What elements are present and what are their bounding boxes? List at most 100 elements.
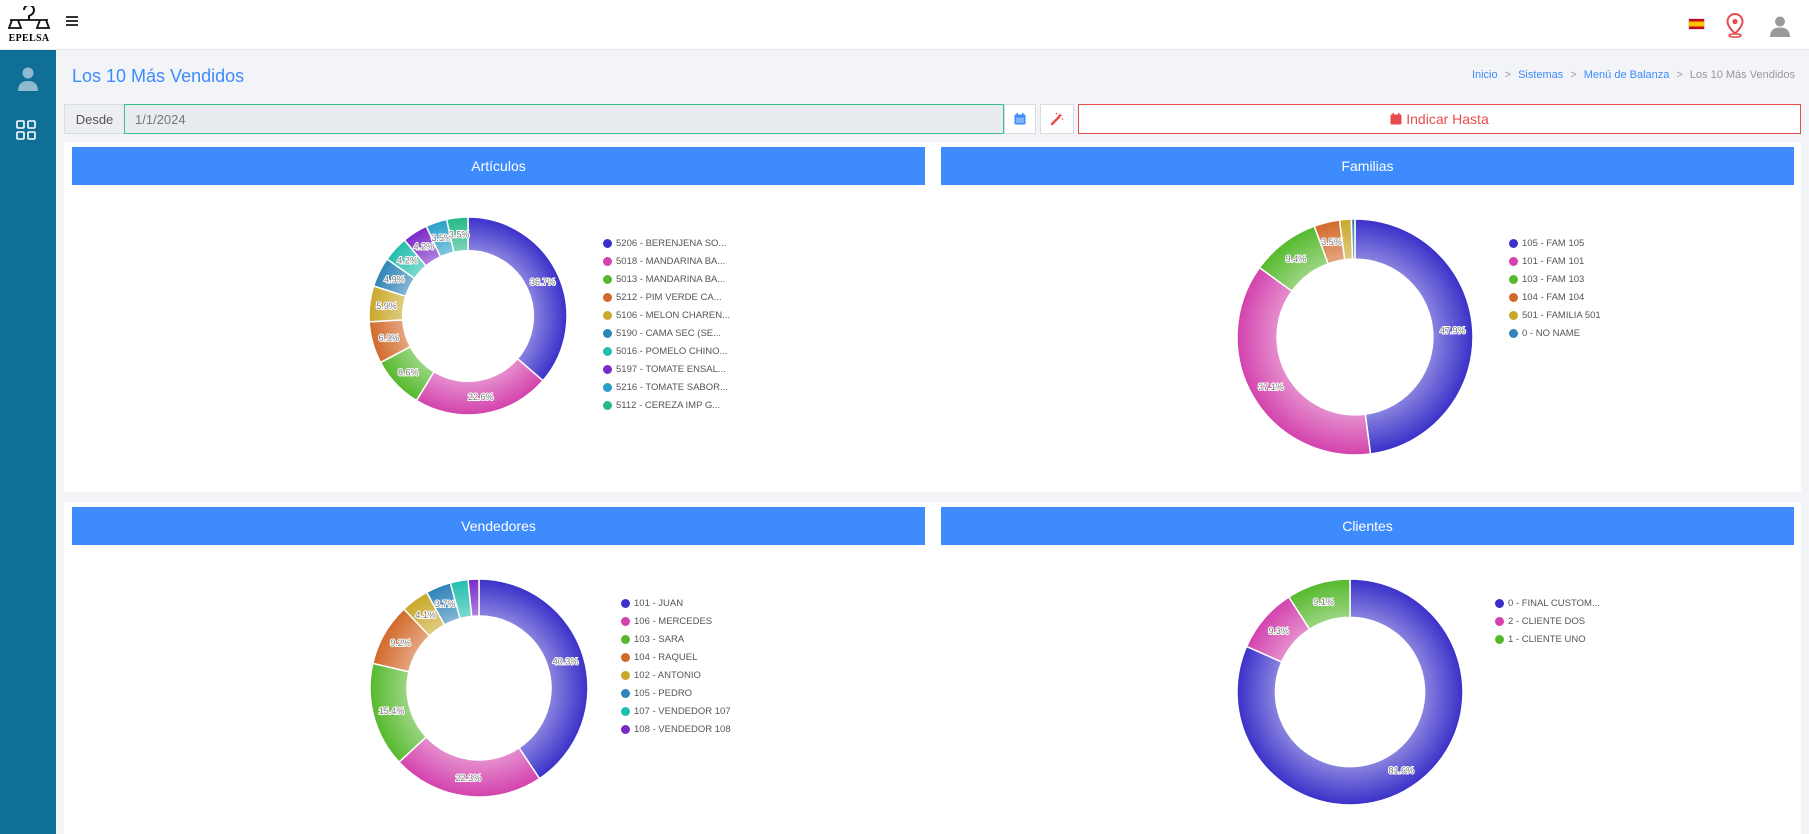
slice-101-fam-101[interactable] [1236, 266, 1372, 456]
slice-label: 8.6% [398, 367, 419, 377]
hamburger-icon[interactable] [66, 16, 78, 28]
legend-item[interactable]: 104 - FAM 104 [1509, 288, 1601, 306]
legend-item[interactable]: 0 - FINAL CUSTOM... [1495, 594, 1600, 612]
slice-label: 9.2% [390, 638, 411, 648]
legend-item[interactable]: 501 - FAMILIA 501 [1509, 306, 1601, 324]
slice-label: 37.1% [1258, 382, 1284, 392]
legend-dot-icon [603, 346, 612, 356]
legend-item[interactable]: 0 - NO NAME [1509, 324, 1601, 342]
slice-105-fam-105[interactable] [1354, 218, 1474, 455]
familias-legend: 105 - FAM 105 101 - FAM 101 103 - FAM 103 1… [1509, 234, 1601, 342]
legend-item[interactable]: 5190 - CAMA SEC (SE... [603, 324, 730, 342]
legend-label: 105 - FAM 105 [1522, 237, 1585, 249]
legend-label: 5216 - TOMATE SABOR... [616, 381, 728, 393]
page-title: Los 10 Más Vendidos [72, 66, 245, 86]
desde-date-input[interactable] [124, 104, 1004, 134]
articulos-card-header: Artículos [72, 147, 925, 185]
legend-item[interactable]: 101 - JUAN [621, 594, 731, 612]
legend-dot-icon [1495, 598, 1504, 608]
legend-label: 5206 - BERENJENA SO... [616, 237, 727, 249]
legend-dot-icon [1509, 328, 1518, 338]
legend-dot-icon [621, 670, 630, 680]
map-pin-icon[interactable] [1724, 12, 1746, 38]
breadcrumb: Inicio > Sistemas > Menú de Balanza > Lo… [1472, 69, 1795, 81]
legend-item[interactable]: 2 - CLIENTE DOS [1495, 612, 1600, 630]
slice-5112-cereza-imp-g[interactable] [445, 216, 469, 254]
calendar-button[interactable] [1004, 104, 1036, 134]
legend-item[interactable]: 108 - VENDEDOR 108 [621, 720, 731, 738]
legend-dot-icon [1495, 634, 1504, 644]
legend-item[interactable]: 101 - FAM 101 [1509, 252, 1601, 270]
familias-card-header: Familias [941, 147, 1794, 185]
legend-item[interactable]: 5212 - PIM VERDE CA... [603, 288, 730, 306]
legend-item[interactable]: 1 - CLIENTE UNO [1495, 630, 1600, 648]
legend-label: 501 - FAMILIA 501 [1522, 309, 1601, 321]
legend-item[interactable]: 5106 - MELON CHAREN... [603, 306, 730, 324]
legend-label: 5212 - PIM VERDE CA... [616, 291, 722, 303]
slice-101-juan[interactable] [478, 578, 589, 780]
legend-dot-icon [603, 310, 612, 320]
articulos-donut-chart: 36.7%22.6%8.6%6.9%5.9%4.9%4.2%4.2%3.5%3.… [368, 216, 568, 416]
legend-dot-icon [1509, 238, 1518, 248]
slice-label: 47.9% [1440, 326, 1466, 336]
user-icon[interactable] [1768, 14, 1792, 38]
legend-dot-icon [621, 598, 630, 608]
slice-label: 6.9% [379, 333, 400, 343]
date-filter: Desde Indicar Hasta [64, 104, 1801, 134]
legend-dot-icon [621, 724, 630, 734]
legend-label: 106 - MERCEDES [634, 615, 713, 627]
legend-label: 5016 - POMELO CHINO... [616, 345, 728, 357]
legend-item[interactable]: 5016 - POMELO CHINO... [603, 342, 730, 360]
legend-item[interactable]: 103 - SARA [621, 630, 731, 648]
breadcrumb-menu-balanza[interactable]: Menú de Balanza [1583, 69, 1670, 81]
legend-dot-icon [621, 706, 630, 716]
legend-item[interactable]: 5216 - TOMATE SABOR... [603, 378, 730, 396]
slice-label: 81.6% [1388, 766, 1414, 776]
legend-label: 5197 - TOMATE ENSAL... [616, 363, 726, 375]
grid-icon[interactable] [16, 120, 36, 140]
legend-label: 5018 - MANDARINA BA... [616, 255, 726, 267]
slice-5018-mandarina-ba[interactable] [415, 357, 544, 416]
slice-label: 4.2% [414, 242, 435, 252]
legend-label: 101 - JUAN [634, 597, 684, 609]
legend-item[interactable]: 105 - PEDRO [621, 684, 731, 702]
legend-label: 104 - RAQUEL [634, 651, 698, 663]
slice-1-cliente-uno[interactable] [1287, 578, 1351, 631]
clear-date-button[interactable] [1040, 104, 1074, 134]
legend-item[interactable]: 5206 - BERENJENA SO... [603, 234, 730, 252]
legend-item[interactable]: 103 - FAM 103 [1509, 270, 1601, 288]
legend-item[interactable]: 106 - MERCEDES [621, 612, 731, 630]
slice-106-mercedes[interactable] [397, 735, 541, 798]
legend-item[interactable]: 107 - VENDEDOR 107 [621, 702, 731, 720]
legend-label: 2 - CLIENTE DOS [1508, 615, 1586, 627]
slice-0-no-name[interactable] [1350, 218, 1356, 260]
epelsa-logo[interactable]: EPELSA [4, 6, 54, 44]
legend-item[interactable]: 5197 - TOMATE ENSAL... [603, 360, 730, 378]
legend-item[interactable]: 102 - ANTONIO [621, 666, 731, 684]
legend-item[interactable]: 5013 - MANDARINA BA... [603, 270, 730, 288]
legend-dot-icon [1509, 292, 1518, 302]
legend-label: 5112 - CEREZA IMP G... [616, 399, 721, 411]
spain-flag-icon[interactable] [1688, 18, 1705, 30]
legend-item[interactable]: 105 - FAM 105 [1509, 234, 1601, 252]
legend-dot-icon [621, 652, 630, 662]
legend-dot-icon [1509, 310, 1518, 320]
indicar-hasta-button[interactable]: Indicar Hasta [1078, 104, 1801, 134]
legend-item[interactable]: 5018 - MANDARINA BA... [603, 252, 730, 270]
slice-0-final-custom[interactable] [1236, 578, 1464, 806]
breadcrumb-inicio[interactable]: Inicio [1471, 69, 1498, 81]
breadcrumb-sistemas[interactable]: Sistemas [1518, 69, 1564, 81]
vendedores-card-header: Vendedores [72, 507, 925, 545]
slice-label: 15.4% [379, 706, 405, 716]
slice-108-vendedor-108[interactable] [467, 578, 480, 618]
sidebar-user-icon[interactable] [14, 64, 42, 92]
legend-label: 101 - FAM 101 [1522, 255, 1585, 267]
legend-item[interactable]: 5112 - CEREZA IMP G... [603, 396, 730, 414]
legend-dot-icon [603, 364, 612, 374]
clientes-legend: 0 - FINAL CUSTOM... 2 - CLIENTE DOS 1 - CL… [1495, 594, 1600, 648]
calendar-icon [1014, 113, 1026, 125]
slice-5206-berenjena-so[interactable] [467, 216, 568, 382]
legend-item[interactable]: 104 - RAQUEL [621, 648, 731, 666]
legend-label: 5106 - MELON CHAREN... [616, 309, 731, 321]
legend-dot-icon [603, 328, 612, 338]
